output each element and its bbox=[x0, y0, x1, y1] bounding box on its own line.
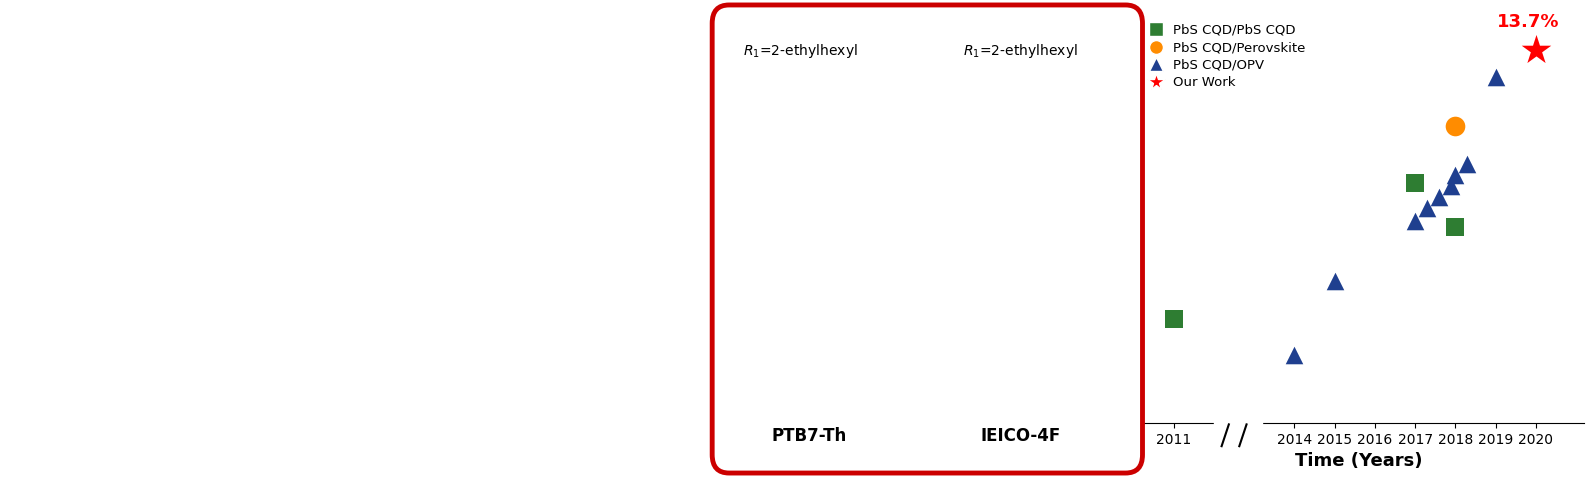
Text: $R_1$=2-ethylhexyl: $R_1$=2-ethylhexyl bbox=[743, 42, 858, 60]
Our Work bbox=[1524, 46, 1549, 54]
Text: PTB7-Th: PTB7-Th bbox=[772, 427, 847, 445]
PbS CQD/OPV bbox=[1439, 182, 1465, 190]
FancyBboxPatch shape bbox=[712, 5, 1143, 473]
PbS CQD/OPV bbox=[1414, 204, 1439, 212]
PbS CQD/OPV bbox=[1442, 171, 1468, 179]
PbS CQD/PbS CQD bbox=[1161, 315, 1186, 323]
PbS CQD/OPV bbox=[1426, 193, 1452, 201]
Legend: PbS CQD/PbS CQD, PbS CQD/Perovskite, PbS CQD/OPV, Our Work: PbS CQD/PbS CQD, PbS CQD/Perovskite, PbS… bbox=[1140, 21, 1309, 92]
Text: $R_1$=2-ethylhexyl: $R_1$=2-ethylhexyl bbox=[963, 42, 1078, 60]
PbS CQD/OPV bbox=[1321, 278, 1347, 285]
Y-axis label: PCE (%): PCE (%) bbox=[1083, 182, 1100, 255]
PbS CQD/Perovskite bbox=[1442, 122, 1468, 130]
PbS CQD/PbS CQD bbox=[1442, 223, 1468, 231]
PbS CQD/OPV bbox=[1482, 73, 1508, 81]
Text: 13.7%: 13.7% bbox=[1498, 13, 1560, 31]
PbS CQD/OPV bbox=[1455, 161, 1481, 168]
PbS CQD/PbS CQD bbox=[1403, 179, 1428, 187]
X-axis label: Time (Years): Time (Years) bbox=[1294, 452, 1423, 470]
PbS CQD/OPV bbox=[1403, 217, 1428, 225]
PbS CQD/OPV bbox=[1282, 351, 1307, 358]
Text: IEICO-4F: IEICO-4F bbox=[981, 427, 1060, 445]
